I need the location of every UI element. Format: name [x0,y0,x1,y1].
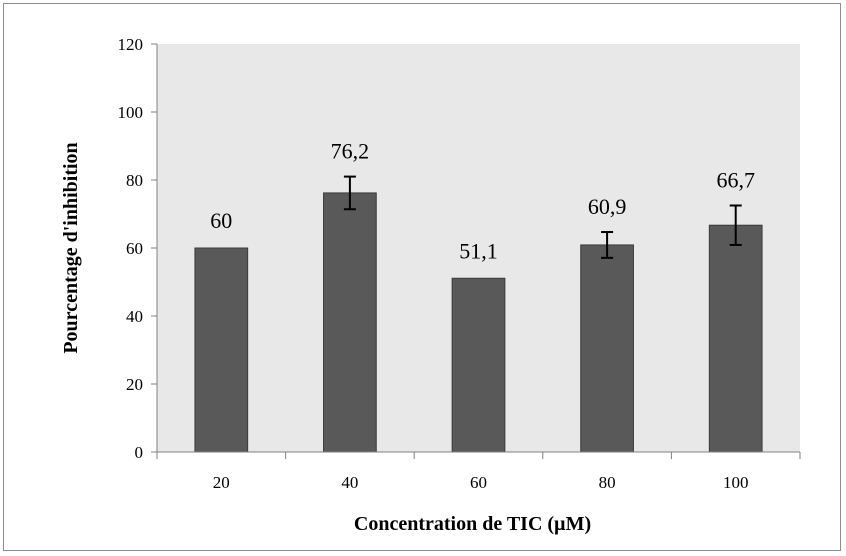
data-label-100: 66,7 [716,168,755,193]
axes-layer [151,43,801,459]
x-tick-label-80: 80 [599,473,616,492]
y-tick-label-120: 120 [118,35,144,54]
data-label-80: 60,9 [588,194,627,219]
bar-80 [580,244,634,453]
x-tick-label-100: 100 [723,473,749,492]
bar-100 [708,224,763,453]
y-tick-label-0: 0 [135,443,144,462]
x-tick-label-60: 60 [470,473,487,492]
x-tick-label-40: 40 [341,473,358,492]
bar-60 [451,277,506,453]
bars-layer [194,192,763,453]
bar-20 [194,247,249,453]
data-label-20: 60 [210,208,232,233]
y-axis-title: Pourcentage d'inhibition [60,142,82,353]
error-bar-100 [729,204,742,246]
x-tick-label-20: 20 [213,473,230,492]
y-tick-label-100: 100 [118,103,144,122]
error-bars-layer [343,175,742,259]
y-tick-label-40: 40 [126,307,143,326]
y-tick-label-60: 60 [126,239,143,258]
bar-40 [323,192,377,453]
data-label-60: 51,1 [459,238,498,263]
error-bar-80 [601,231,614,259]
x-axis-title: Concentration de TIC (µM) [354,513,591,535]
y-tick-label-80: 80 [126,171,143,190]
error-bar-40 [343,175,356,211]
y-tick-label-20: 20 [126,375,143,394]
labels-layer: 60 20 76,2 40 51,1 60 60,9 80 66,7 100 0 20 40 60 80 10… [118,35,755,492]
data-label-40: 76,2 [331,139,370,164]
